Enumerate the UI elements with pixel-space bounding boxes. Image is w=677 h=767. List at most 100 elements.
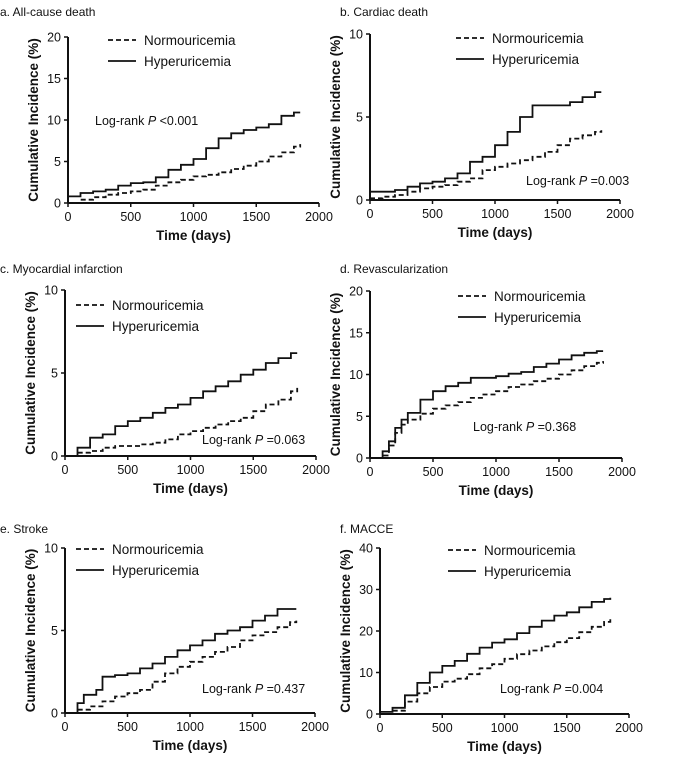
- legend-entry: Hyperuricemia: [492, 52, 580, 67]
- km-plot: 0 5 10 0 500 1000 1500 2000 Time (days) Cumulativ…: [23, 284, 330, 497]
- x-tick-label: 1500: [553, 721, 581, 735]
- legend-entry: Normouricemia: [494, 289, 586, 304]
- legend-entry: Normouricemia: [112, 298, 204, 313]
- log-rank-annotation: Log-rank P =0.368: [473, 420, 576, 434]
- legend-entry: Hyperuricemia: [112, 563, 200, 578]
- y-tick-label: 5: [356, 410, 363, 424]
- legend-entry: Normouricemia: [484, 543, 576, 558]
- series-line-normouricemia: [370, 361, 604, 459]
- x-axis-label: Time (days): [153, 481, 228, 496]
- panel-title: a. All-cause death: [0, 5, 96, 19]
- x-tick-label: 500: [117, 463, 138, 477]
- x-axis-label: Time (days): [458, 225, 533, 240]
- log-rank-annotation: Log-rank P =0.004: [500, 682, 603, 696]
- series-line-normouricemia: [65, 387, 299, 457]
- km-plot: 0 10 20 30 40 0 500 1000 1500 2000 Time (days) Cumu…: [338, 542, 643, 755]
- x-tick-label: 500: [422, 207, 443, 221]
- series-line-hyperuricemia: [65, 608, 297, 714]
- panel-title: e. Stroke: [0, 522, 49, 536]
- x-tick-label: 1000: [481, 207, 509, 221]
- legend-entry: Hyperuricemia: [494, 310, 582, 325]
- series-line-normouricemia: [370, 130, 603, 200]
- chart-panel-5: e. Stroke 0 5 10 0 500 1000 1500 2000 Time (days)…: [0, 522, 330, 767]
- log-rank-annotation: Log-rank P <0.001: [95, 114, 198, 128]
- y-tick-label: 20: [47, 31, 61, 45]
- x-tick-label: 2000: [305, 210, 333, 224]
- chart-panel-1: a. All-cause death 0 5 10 15 20 0 500 1000 1500 20…: [0, 5, 333, 250]
- x-tick-label: 0: [367, 207, 374, 221]
- x-tick-label: 0: [367, 465, 374, 479]
- series-line-normouricemia: [68, 144, 302, 204]
- y-tick-label: 10: [44, 542, 58, 556]
- x-tick-label: 2000: [606, 207, 634, 221]
- y-tick-label: 10: [47, 114, 61, 128]
- y-axis-label: Cumulative Incidence (%): [338, 549, 353, 713]
- y-axis-label: Cumulative Incidence (%): [328, 35, 343, 199]
- panel-title: f. MACCE: [340, 522, 394, 536]
- series-line-normouricemia: [380, 619, 612, 715]
- y-tick-label: 5: [54, 155, 61, 169]
- y-tick-label: 10: [359, 666, 373, 680]
- x-tick-label: 500: [120, 210, 141, 224]
- x-tick-label: 1000: [177, 463, 205, 477]
- y-axis-label: Cumulative Incidence (%): [23, 549, 38, 713]
- y-tick-label: 20: [349, 285, 363, 299]
- y-tick-label: 0: [366, 708, 373, 722]
- x-axis-label: Time (days): [459, 483, 534, 498]
- legend-entry: Hyperuricemia: [112, 319, 200, 334]
- x-tick-label: 1500: [242, 210, 270, 224]
- x-axis-label: Time (days): [467, 739, 542, 754]
- km-plot: 0 5 10 15 20 0 500 1000 1500 2000 Time (days) Cumul…: [328, 285, 636, 499]
- y-tick-label: 15: [349, 326, 363, 340]
- y-tick-label: 0: [51, 707, 58, 721]
- x-tick-label: 1000: [482, 465, 510, 479]
- x-tick-label: 0: [62, 463, 69, 477]
- legend-entry: Normouricemia: [144, 33, 236, 48]
- legend-entry: Normouricemia: [492, 31, 584, 46]
- series-line-normouricemia: [65, 620, 298, 714]
- y-tick-label: 10: [349, 368, 363, 382]
- x-tick-label: 0: [377, 721, 384, 735]
- chart-panel-6: f. MACCE 0 10 20 30 40 0 500 1000 1500 2000 Time (d…: [338, 522, 670, 767]
- series-line-hyperuricemia: [370, 350, 604, 459]
- y-axis-label: Cumulative Incidence (%): [26, 38, 41, 202]
- legend-entry: Hyperuricemia: [484, 564, 572, 579]
- km-plot: 0 5 10 15 20 0 500 1000 1500 2000 Time (days) Cumul…: [26, 31, 333, 244]
- x-tick-label: 500: [423, 465, 444, 479]
- series-line-hyperuricemia: [65, 352, 298, 457]
- x-tick-label: 0: [62, 720, 69, 734]
- chart-panel-2: b. Cardiac death 0 5 10 0 500 1000 1500 2000 Time…: [328, 5, 670, 250]
- chart-panel-3: c. Myocardial infarction 0 5 10 0 500 1000 1500…: [0, 262, 330, 507]
- x-tick-label: 1000: [491, 721, 519, 735]
- legend-entry: Normouricemia: [112, 542, 204, 557]
- y-tick-label: 15: [47, 72, 61, 86]
- y-tick-label: 5: [51, 367, 58, 381]
- km-plot: 0 5 10 0 500 1000 1500 2000 Time (days) Cumulativ…: [23, 542, 329, 754]
- panel-title: d. Revascularization: [340, 262, 449, 276]
- panel-title: c. Myocardial infarction: [0, 262, 123, 276]
- x-tick-label: 1000: [176, 720, 204, 734]
- series-line-hyperuricemia: [380, 597, 612, 713]
- x-tick-label: 1000: [180, 210, 208, 224]
- y-tick-label: 0: [54, 197, 61, 211]
- x-tick-label: 2000: [608, 465, 636, 479]
- x-tick-label: 500: [117, 720, 138, 734]
- series-line-hyperuricemia: [68, 111, 301, 198]
- x-tick-label: 1500: [544, 207, 572, 221]
- y-tick-label: 0: [356, 452, 363, 466]
- log-rank-annotation: Log-rank P =0.063: [202, 433, 305, 447]
- y-tick-label: 5: [51, 624, 58, 638]
- y-tick-label: 40: [359, 542, 373, 556]
- y-axis-label: Cumulative Incidence (%): [328, 293, 343, 457]
- y-tick-label: 30: [359, 583, 373, 597]
- x-tick-label: 2000: [302, 463, 330, 477]
- y-tick-label: 10: [349, 28, 363, 42]
- km-plot: 0 5 10 0 500 1000 1500 2000 Time (days) Cumulativ…: [328, 28, 634, 241]
- y-tick-label: 20: [359, 625, 373, 639]
- x-tick-label: 1500: [239, 463, 267, 477]
- chart-panel-4: d. Revascularization 0 5 10 15 20 0 500 1000 1500…: [328, 262, 670, 507]
- y-tick-label: 0: [356, 194, 363, 208]
- x-tick-label: 1500: [545, 465, 573, 479]
- x-tick-label: 1500: [239, 720, 267, 734]
- x-tick-label: 500: [432, 721, 453, 735]
